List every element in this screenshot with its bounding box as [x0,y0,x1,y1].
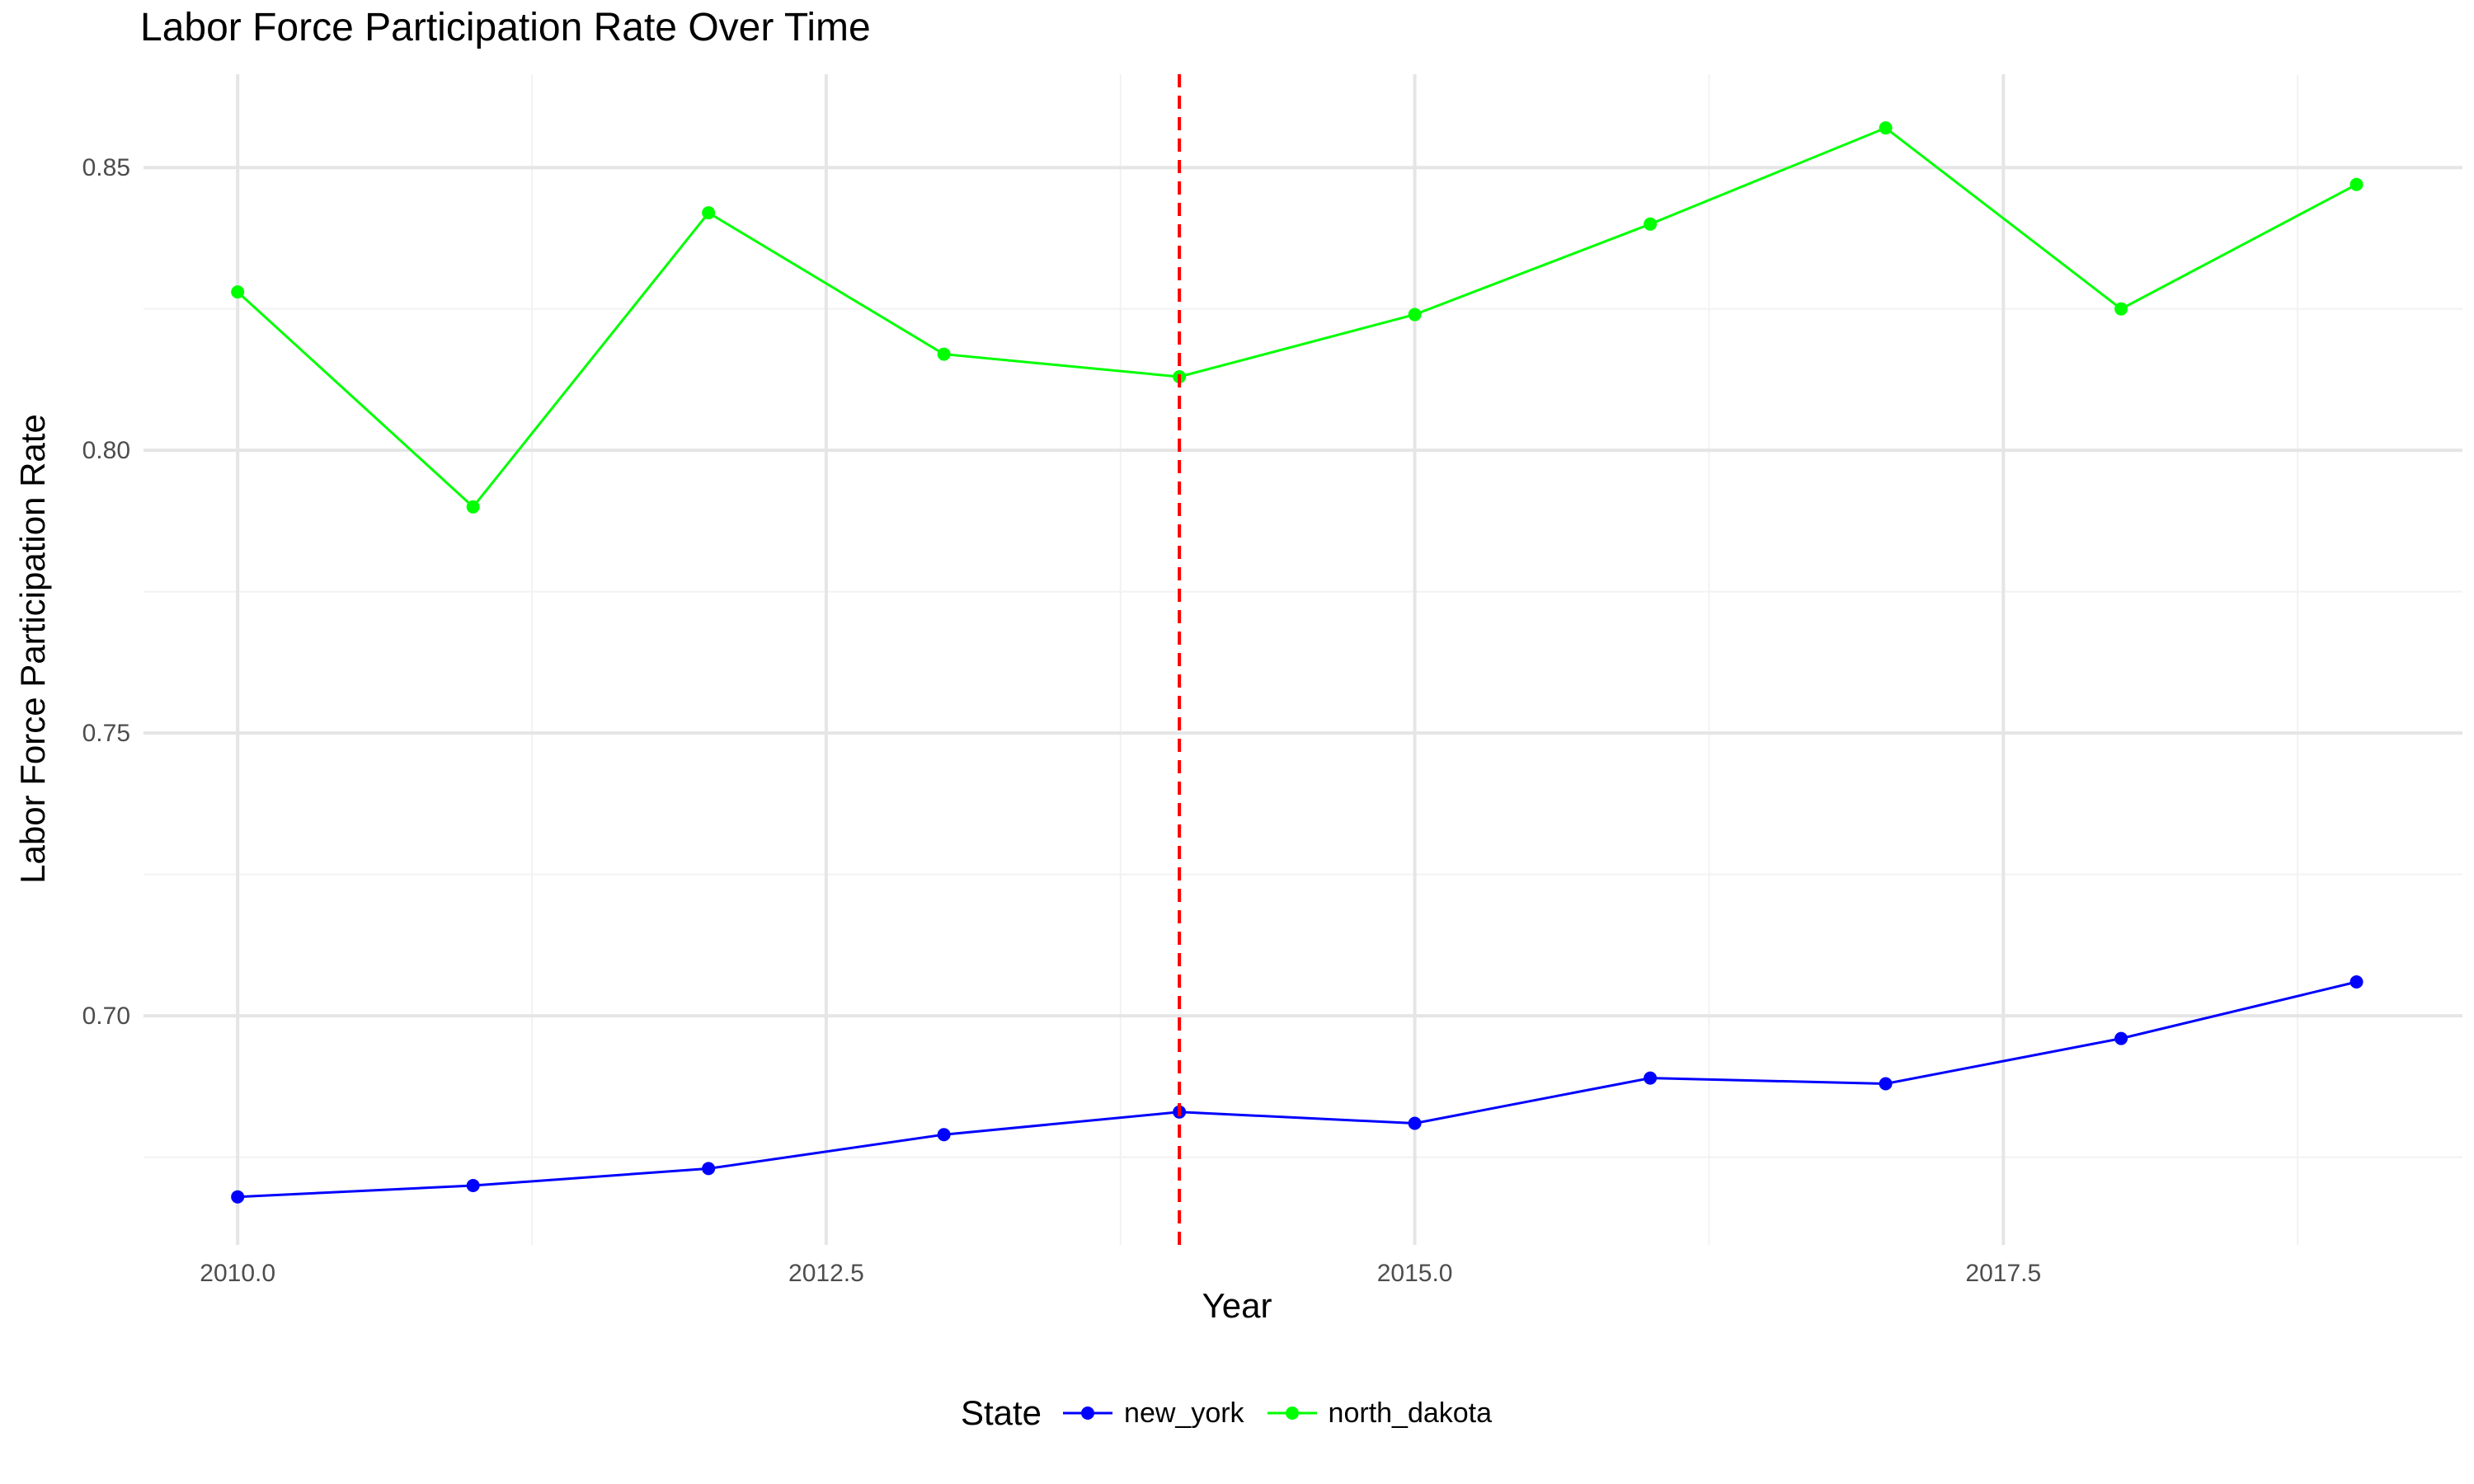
y-tick-label: 0.75 [82,720,130,747]
legend-key-new-york [1063,1407,1113,1420]
minor-gridlines [143,74,2462,1245]
data-point-new-york [1879,1077,1893,1091]
legend-label-new-york: new_york [1124,1397,1244,1429]
data-point-north-dakota [2114,302,2128,316]
y-tick-label: 0.85 [82,154,130,181]
x-axis-label: Year [1202,1286,1272,1325]
data-point-new-york [2114,1031,2128,1045]
series-line-north-dakota [237,126,2358,509]
legend: State new_york north_dakota [0,1393,2474,1433]
x-tick-label: 2012.5 [788,1260,864,1287]
y-axis-label: Labor Force Participation Rate [13,414,52,884]
data-point-new-york [2349,975,2363,989]
data-point-north-dakota [466,500,480,514]
legend-title: State [960,1393,1042,1432]
y-tick-label: 0.80 [82,437,130,464]
data-point-north-dakota [1879,121,1893,135]
data-point-north-dakota [702,206,716,220]
data-point-new-york [702,1162,716,1176]
data-point-north-dakota [1644,217,1658,231]
legend-label-north-dakota: north_dakota [1328,1397,1493,1429]
data-point-north-dakota [1408,308,1422,322]
y-tick-label: 0.70 [82,1003,130,1030]
major-gridlines [143,74,2462,1245]
data-point-north-dakota [231,285,245,299]
series-layer [231,121,2363,1204]
series-line-new-york [238,980,2357,1199]
data-point-new-york [466,1178,480,1192]
data-point-new-york [1408,1116,1422,1130]
legend-item-new-york: new_york [1061,1397,1244,1430]
tick-labels: 2010.0 2012.5 2015.0 2017.5 0.70 0.75 0.80 0.85 [82,154,2042,1287]
data-point-new-york [231,1190,245,1204]
chart-title: Labor Force Participation Rate Over Time [140,6,871,49]
data-point-new-york [1644,1071,1658,1085]
data-point-north-dakota [937,347,951,361]
legend-key-north-dakota [1267,1407,1317,1420]
x-tick-label: 2015.0 [1377,1260,1453,1287]
data-point-north-dakota [2349,177,2363,191]
x-tick-label: 2017.5 [1965,1260,2041,1287]
x-tick-label: 2010.0 [200,1260,275,1287]
legend-item-north-dakota: north_dakota [1266,1397,1493,1430]
data-point-new-york [937,1128,951,1142]
